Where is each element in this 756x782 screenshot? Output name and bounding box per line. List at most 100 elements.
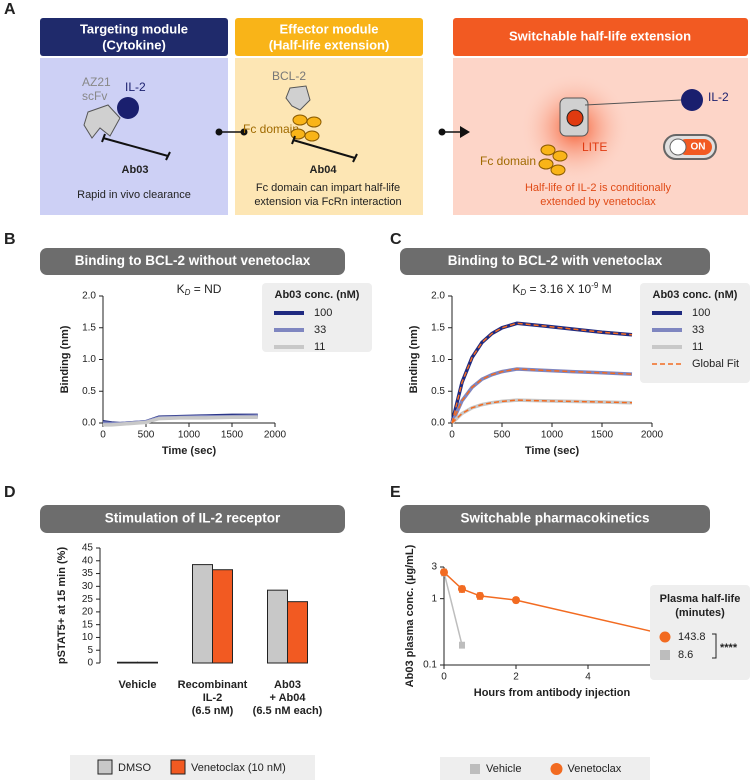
panel-a: A Targeting module (Cytokine) Effector m…: [4, 1, 748, 215]
legend-label: 143.8: [678, 631, 706, 643]
y-tick-label: 1.0: [82, 354, 96, 365]
annotation: KD = 3.16 X 10-9 M: [512, 281, 611, 297]
module-box: [235, 58, 423, 215]
x-axis-label: Time (sec): [162, 445, 217, 457]
fc-shape: [552, 150, 568, 162]
lite-shape: [566, 109, 584, 127]
x-tick-label: 1000: [178, 430, 201, 441]
panel-label: E: [390, 484, 401, 501]
x-tick-label: 2000: [641, 430, 664, 441]
legend-swatch: [659, 631, 671, 643]
x-tick-label: 500: [494, 430, 511, 441]
legend-title: Plasma half-life: [660, 593, 741, 605]
caption: extension via FcRn interaction: [254, 196, 401, 208]
x-tick-label: 1500: [591, 430, 614, 441]
legend-label: 100: [692, 307, 710, 319]
point: [459, 642, 465, 649]
significance-bracket: [712, 633, 717, 659]
legend-box: [440, 757, 650, 780]
bcl2-shape: [285, 85, 311, 111]
y-axis-label: pSTAT5+ at 15 min (%): [56, 547, 68, 665]
header-box: [40, 18, 228, 56]
fc-shape: [540, 144, 556, 156]
linker: [584, 99, 682, 106]
y-axis-label: Ab03 plasma conc. (µg/mL): [404, 544, 416, 687]
fc-shape: [550, 164, 566, 176]
title-bar: [400, 505, 710, 533]
legend-box: [640, 283, 750, 383]
legend-label: 100: [314, 307, 332, 319]
annotation-part: = ND: [190, 282, 221, 296]
bar: [117, 661, 138, 664]
legend-box: [262, 283, 372, 352]
legend-label: 11: [314, 341, 325, 353]
x-axis-label: Hours from antibody injection: [474, 687, 631, 699]
panel-label: C: [390, 231, 402, 248]
x-tick-label: 1000: [541, 430, 564, 441]
label: Ab04: [310, 164, 338, 176]
y-tick-label: 30: [82, 581, 94, 592]
y-tick-label: 1.5: [431, 322, 445, 333]
scfv-shape: [83, 104, 121, 139]
legend-label: Vehicle: [486, 763, 521, 775]
bracket: [101, 133, 171, 161]
label: scFv: [82, 89, 107, 103]
caption: extended by venetoclax: [540, 196, 656, 208]
y-tick-label: 0.0: [82, 418, 96, 429]
annotation-part: D: [185, 288, 191, 297]
legend-label: Venetoclax: [567, 763, 621, 775]
y-tick-label: 2.0: [431, 291, 445, 302]
y-tick-label: 3: [431, 562, 437, 573]
y-tick-label: 1.5: [82, 322, 96, 333]
x-tick-label: 0: [100, 430, 106, 441]
y-tick-label: 0.5: [82, 386, 96, 397]
chart: B Binding to BCL-2 without venetoclax 0.0 0…: [4, 231, 372, 457]
y-tick-label: 2.0: [82, 291, 96, 302]
chart-title: Binding to BCL-2 without venetoclax: [75, 253, 311, 268]
legend-label: 33: [692, 324, 704, 336]
label: AZ21: [82, 75, 111, 89]
header-text: Targeting module: [80, 21, 188, 36]
panel-label: B: [4, 231, 16, 248]
y-tick-label: 5: [87, 645, 93, 656]
y-tick-label: 0: [87, 658, 93, 669]
y-tick-label: 40: [82, 555, 94, 566]
title-bar: [40, 248, 345, 275]
annotation-part: K: [177, 282, 185, 296]
fit-line: [451, 399, 633, 424]
x-tick-label: Recombinant IL-2 (6.5 nM): [178, 679, 248, 717]
label: Fc domain: [480, 154, 536, 168]
legend-title: Ab03 conc. (nM): [653, 289, 738, 301]
y-tick-label: 1: [431, 593, 437, 604]
fc-shape: [292, 114, 308, 126]
label: IL-2: [708, 90, 729, 104]
significance: ****: [720, 642, 738, 654]
y-axis-label: Binding (nm): [59, 325, 71, 393]
series-line: [443, 571, 661, 635]
fit-line: [451, 322, 633, 424]
y-tick-label: 45: [82, 543, 94, 554]
label: LITE: [582, 140, 607, 154]
fc-shape: [304, 130, 320, 142]
legend-label: 11: [692, 341, 703, 353]
header-box: [235, 18, 423, 56]
y-tick-label: 15: [82, 619, 94, 630]
y-tick-label: 0.5: [431, 386, 445, 397]
header-text: Switchable half-life extension: [509, 28, 691, 43]
toggle-label: ON: [691, 142, 706, 153]
legend-label: 8.6: [678, 649, 693, 661]
annotation: KD = ND: [177, 282, 222, 297]
bracket: [291, 135, 358, 163]
y-tick-label: 0.1: [423, 660, 437, 671]
chart-title: Stimulation of IL-2 receptor: [105, 511, 281, 526]
header-text: (Half-life extension): [269, 37, 390, 52]
annotation-part: M: [598, 282, 611, 296]
bar: [267, 589, 288, 664]
y-tick-label: 35: [82, 568, 94, 579]
x-tick-label: 500: [138, 430, 155, 441]
legend-swatch: [550, 763, 563, 775]
point: [476, 591, 484, 600]
x-tick-label: 2000: [264, 430, 287, 441]
legend-swatch: [470, 764, 480, 774]
